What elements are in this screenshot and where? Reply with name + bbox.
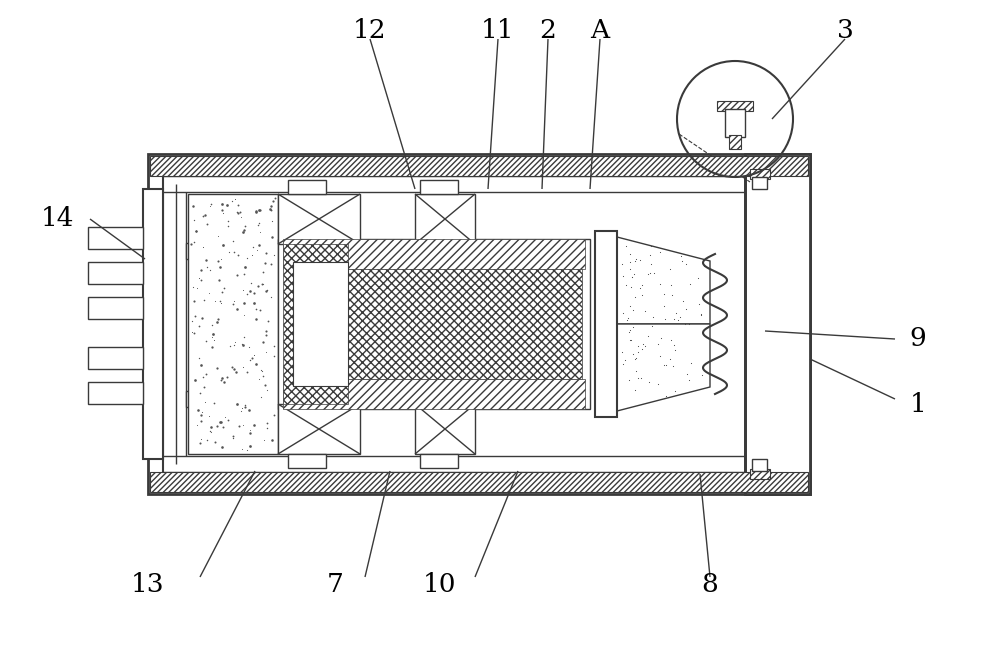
Bar (283, 239, 585, 269)
Bar (283, 244, 348, 404)
Text: 13: 13 (131, 572, 165, 596)
Bar (88, 262, 143, 284)
Bar (717, 101, 753, 111)
Bar (150, 156, 808, 176)
Bar (88, 227, 143, 249)
Bar (415, 194, 475, 244)
Bar (752, 459, 767, 471)
Text: 8: 8 (702, 572, 718, 596)
Polygon shape (617, 237, 710, 324)
Text: 1: 1 (910, 391, 926, 417)
Bar (415, 404, 475, 454)
Bar (88, 382, 143, 404)
Bar (88, 297, 143, 319)
Bar (186, 243, 204, 259)
Bar (750, 169, 770, 179)
Bar (293, 262, 348, 386)
Text: 11: 11 (481, 19, 515, 43)
Bar (343, 269, 582, 379)
Polygon shape (617, 324, 710, 411)
Bar (150, 472, 808, 492)
Bar (745, 154, 810, 494)
Text: A: A (590, 19, 610, 43)
Text: 14: 14 (41, 206, 75, 232)
Text: 3: 3 (837, 19, 853, 43)
Bar (420, 180, 458, 194)
Text: 9: 9 (910, 326, 926, 352)
Bar (288, 454, 326, 468)
Bar (595, 231, 617, 417)
Bar (288, 180, 326, 194)
Bar (750, 469, 770, 479)
Bar (420, 454, 458, 468)
Bar (148, 154, 810, 494)
Text: 2: 2 (540, 19, 556, 43)
Bar (143, 189, 163, 459)
Text: 10: 10 (423, 572, 457, 596)
Text: 7: 7 (327, 572, 343, 596)
Bar (752, 177, 767, 189)
Bar (729, 135, 741, 149)
Bar (278, 404, 360, 454)
Bar (278, 194, 360, 244)
Text: 12: 12 (353, 19, 387, 43)
Bar (283, 379, 585, 409)
Bar (278, 239, 590, 409)
Bar (88, 347, 143, 369)
Bar (725, 109, 745, 137)
Bar (186, 391, 204, 407)
Bar (188, 194, 278, 454)
